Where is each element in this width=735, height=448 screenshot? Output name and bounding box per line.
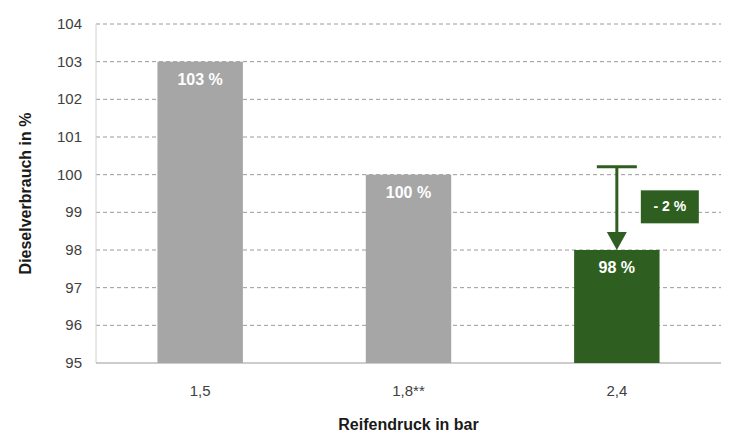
y-tick-label: 101 — [57, 128, 82, 145]
y-axis-title: Dieselverbrauch in % — [17, 113, 34, 275]
data-label: 103 % — [177, 71, 222, 88]
y-axis-line — [96, 24, 97, 363]
x-axis-title: Reifendruck in bar — [338, 416, 478, 433]
bars — [157, 62, 659, 363]
bar — [574, 250, 659, 363]
grid-line — [96, 24, 721, 25]
y-tick-label: 97 — [65, 279, 82, 296]
bar — [366, 175, 451, 363]
y-tick-label: 100 — [57, 166, 82, 183]
x-tick-label: 2,4 — [606, 382, 627, 399]
y-tick-label: 99 — [65, 203, 82, 220]
y-tick-label: 96 — [65, 316, 82, 333]
y-tick-label: 102 — [57, 90, 82, 107]
annotation-arrow — [597, 167, 637, 250]
y-tick-label: 104 — [57, 15, 82, 32]
x-tick-label: 1,5 — [190, 382, 211, 399]
annotation-box — [641, 190, 699, 223]
chart-container: 95 96 97 98 99 100 101 102 103 104 103 % 100 % 98 % 1… — [0, 0, 735, 448]
arrow-shaft — [615, 167, 618, 236]
annotation-text: - 2 % — [653, 198, 686, 214]
x-tick-label: 1,8** — [392, 382, 425, 399]
arrow-head — [607, 232, 627, 250]
y-tick-label: 98 — [65, 241, 82, 258]
chart-svg: 95 96 97 98 99 100 101 102 103 104 103 % 100 % 98 % 1… — [0, 0, 735, 448]
data-label: 100 % — [386, 184, 431, 201]
y-tick-label: 95 — [65, 354, 82, 371]
y-tick-label: 103 — [57, 53, 82, 70]
bar — [157, 62, 242, 363]
data-label: 98 % — [599, 259, 635, 276]
